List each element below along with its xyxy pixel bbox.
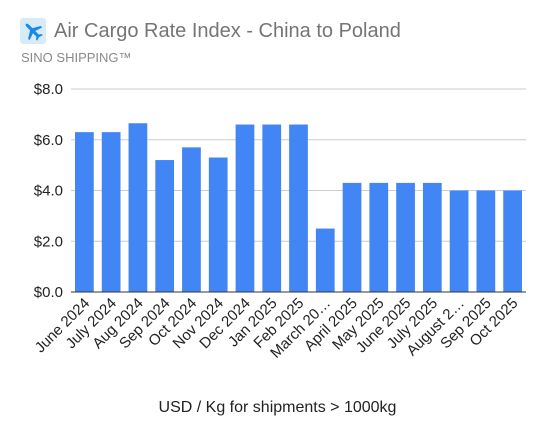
x-axis-label: USD / Kg for shipments > 1000kg <box>158 399 397 416</box>
title-row: Air Cargo Rate Index - China to Poland <box>20 18 401 44</box>
bar <box>369 182 389 292</box>
y-tick-label: $8.0 <box>34 81 63 98</box>
chart-title: Air Cargo Rate Index - China to Poland <box>54 19 401 42</box>
bar <box>396 182 415 292</box>
bar <box>208 157 228 292</box>
chart-subtitle: SINO SHIPPING™ <box>21 50 132 65</box>
bar <box>101 132 121 292</box>
y-tick-label: $4.0 <box>34 183 63 200</box>
bar <box>235 124 255 293</box>
bar <box>128 123 148 292</box>
y-tick-label: $0.0 <box>34 284 63 301</box>
bar <box>75 132 94 292</box>
bar <box>503 190 522 292</box>
bar <box>315 228 335 292</box>
bar <box>449 190 469 292</box>
bar <box>289 124 308 293</box>
airplane-icon <box>20 18 46 44</box>
bar <box>342 182 362 292</box>
bar <box>262 124 282 293</box>
y-tick-label: $6.0 <box>34 132 63 149</box>
bar <box>422 182 442 292</box>
y-tick-label: $2.0 <box>34 233 63 250</box>
bar <box>182 147 201 292</box>
bar <box>155 160 175 292</box>
bar <box>476 190 496 292</box>
